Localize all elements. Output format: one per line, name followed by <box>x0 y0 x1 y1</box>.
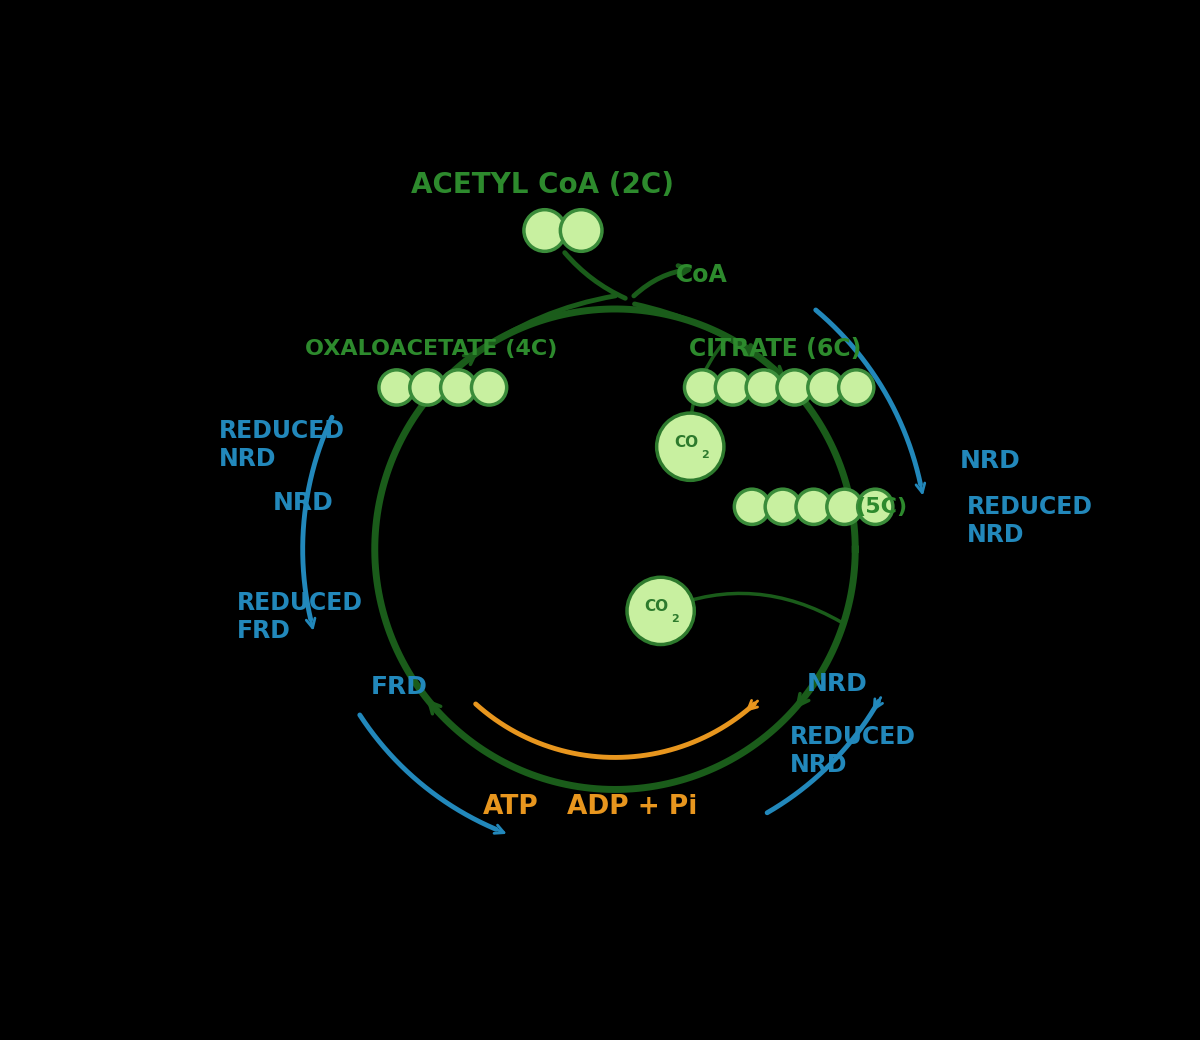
Circle shape <box>440 370 476 405</box>
Circle shape <box>858 489 893 524</box>
Circle shape <box>715 370 750 405</box>
Text: REDUCED
NRD: REDUCED NRD <box>967 495 1093 547</box>
Circle shape <box>684 370 720 405</box>
Circle shape <box>379 370 414 405</box>
Text: ACETYL CoA (2C): ACETYL CoA (2C) <box>412 171 674 199</box>
Text: CO: CO <box>674 435 698 450</box>
Text: REDUCED
NRD: REDUCED NRD <box>790 725 916 777</box>
Circle shape <box>746 370 781 405</box>
Text: (5C): (5C) <box>854 497 907 517</box>
Text: 2: 2 <box>671 614 679 624</box>
Circle shape <box>628 577 695 645</box>
Circle shape <box>776 370 812 405</box>
Text: REDUCED
NRD: REDUCED NRD <box>218 419 344 471</box>
Text: NRD: NRD <box>808 672 868 696</box>
Text: CO: CO <box>644 599 668 615</box>
Circle shape <box>734 489 769 524</box>
Text: CoA: CoA <box>676 263 727 287</box>
Text: FRD: FRD <box>371 675 427 699</box>
Circle shape <box>560 210 602 252</box>
Circle shape <box>839 370 874 405</box>
Text: 2: 2 <box>701 449 708 460</box>
Circle shape <box>808 370 844 405</box>
Text: ATP: ATP <box>484 795 539 821</box>
Text: CITRATE (6C): CITRATE (6C) <box>689 337 862 361</box>
Circle shape <box>409 370 445 405</box>
Circle shape <box>656 413 724 480</box>
Text: ADP + Pi: ADP + Pi <box>568 795 698 821</box>
Circle shape <box>827 489 862 524</box>
Text: REDUCED
FRD: REDUCED FRD <box>238 592 364 643</box>
Text: NRD: NRD <box>272 491 334 515</box>
Circle shape <box>766 489 800 524</box>
Circle shape <box>524 210 565 252</box>
Text: OXALOACETATE (4C): OXALOACETATE (4C) <box>305 339 557 359</box>
Circle shape <box>472 370 506 405</box>
Circle shape <box>796 489 832 524</box>
Text: NRD: NRD <box>959 449 1020 473</box>
